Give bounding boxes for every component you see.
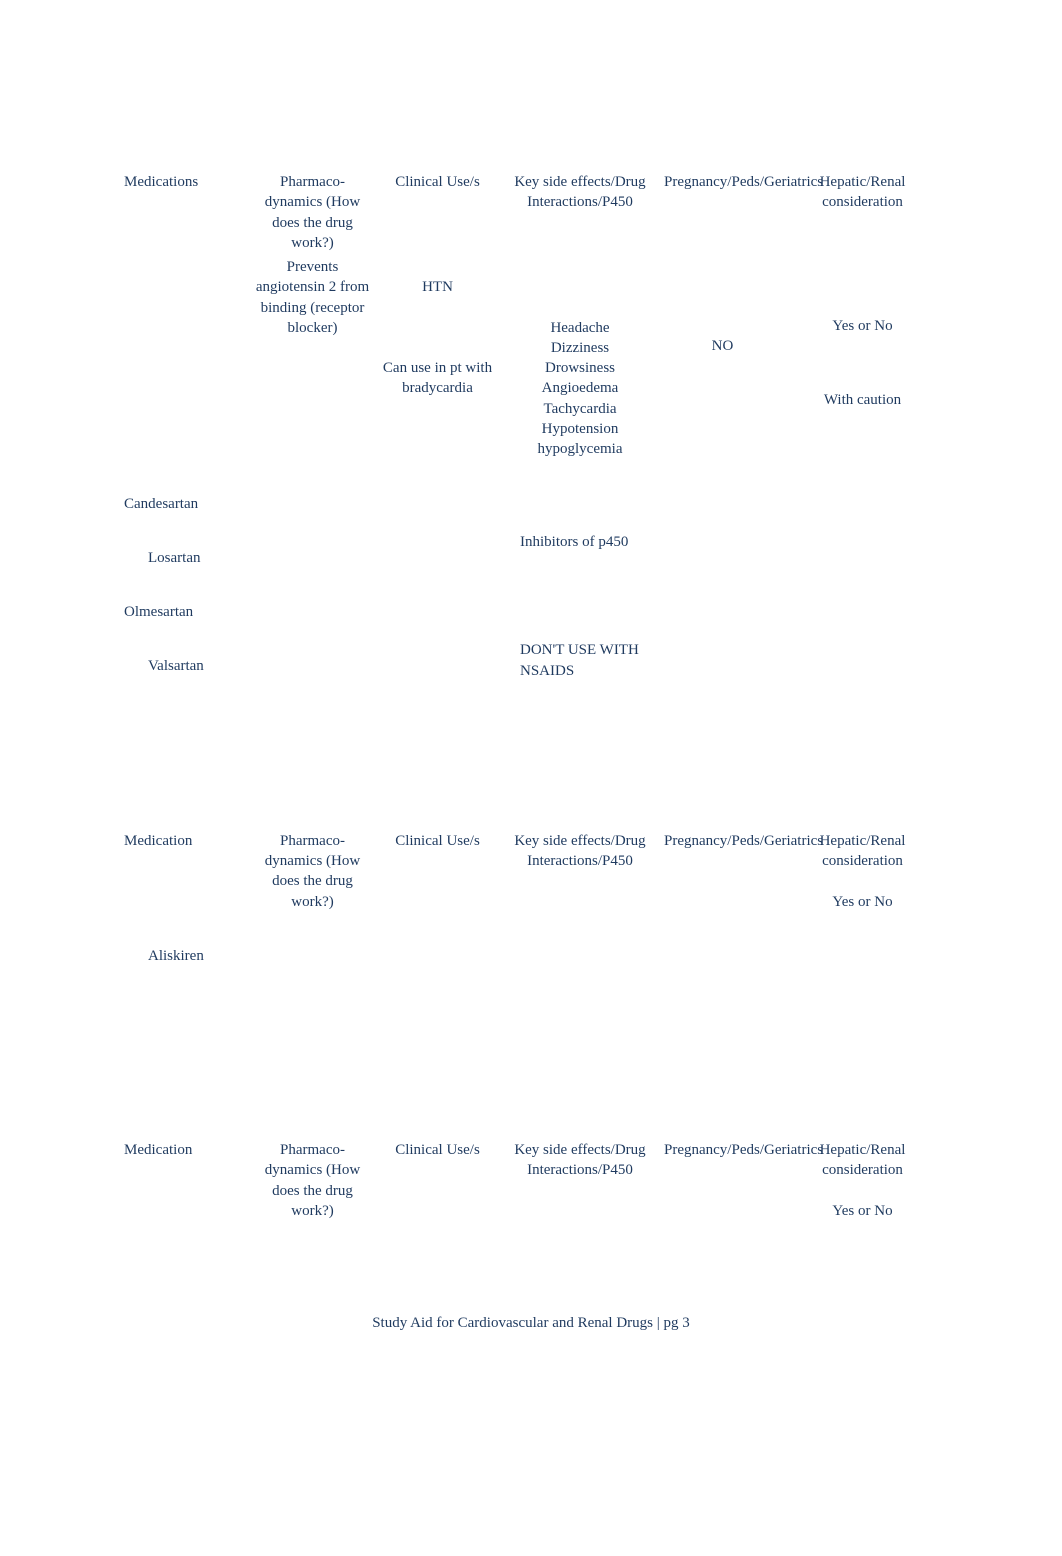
medication-olmesartan: Olmesartan [120,600,250,624]
medication-aliskiren: Aliskiren [120,944,250,968]
table-header-cell: Pregnancy/Peds/Geriatrics [660,829,785,914]
clinical-use-htn: HTN [379,277,496,297]
table-header-cell: Key side effects/Drug Interactions/P450 [500,1138,660,1223]
table-cell [250,492,375,516]
table-cell: Yes or No With caution [785,255,940,482]
table-cell: Headache Dizziness Drowsiness Angioedema… [500,255,660,482]
medication-losartan: Losartan [120,546,250,570]
table-header-cell: Medications [120,170,250,255]
table-cell [375,944,500,968]
table-header-cell: Hepatic/Renal consideration Yes or No [785,829,940,914]
hepatic-yes-no: Yes or No [789,316,936,336]
table-cell [500,600,660,624]
table-cell [785,546,940,570]
clinical-use-note: Can use in pt with bradycardia [379,358,496,399]
pregnancy-value: NO [664,336,781,356]
table-cell [785,944,940,968]
table-header-cell: Clinical Use/s [375,829,500,914]
table-header-cell: Clinical Use/s [375,170,500,255]
page-footer: Study Aid for Cardiovascular and Renal D… [120,1313,942,1333]
table-cell [785,492,940,516]
table-header-cell: Clinical Use/s [375,1138,500,1223]
table-cell [375,600,500,624]
valsartan-note: DON'T USE WITH NSAIDS [500,638,660,683]
table-header-cell: Key side effects/Drug Interactions/P450 [500,829,660,914]
table-cell [660,944,785,968]
table-cell [785,654,940,699]
hepatic-caution: With caution [789,390,936,410]
table-cell [250,546,375,570]
side-effects-list: Headache Dizziness Drowsiness Angioedema… [504,318,656,460]
table-header-cell: Pregnancy/Peds/Geriatrics [660,1138,785,1223]
table-header-cell: Medication [120,1138,250,1223]
medication-valsartan: Valsartan [120,654,250,699]
table-header-cell: Hepatic/Renal consideration [785,170,940,255]
table-header-cell: Pharmaco-dynamics (How does the drug wor… [250,170,375,255]
table-cell: HTN Can use in pt with bradycardia [375,255,500,482]
table-header-cell: Pharmaco-dynamics (How does the drug wor… [250,829,375,914]
table-header-cell: Medication [120,829,250,914]
table-cell [500,492,660,516]
table-cell [375,492,500,516]
table-cell [660,600,785,624]
table-cell [500,944,660,968]
table-header-cell: Pregnancy/Peds/Geriatrics [660,170,785,255]
table-header-cell: Pharmaco-dynamics (How does the drug wor… [250,1138,375,1223]
table-cell [785,600,940,624]
table-cell [660,546,785,570]
table-header-cell: Key side effects/Drug Interactions/P450 [500,170,660,255]
table-cell [250,944,375,968]
table-cell [660,654,785,699]
table-cell [375,546,500,570]
table-cell [660,492,785,516]
table-cell [375,654,500,699]
table-cell: Prevents angiotensin 2 from binding (rec… [250,255,375,482]
losartan-note: Inhibitors of p450 [500,530,660,554]
table-header-cell: Hepatic/Renal consideration Yes or No [785,1138,940,1223]
medication-candesartan: Candesartan [120,492,250,516]
table-cell: NO [660,255,785,482]
table-cell [120,255,250,482]
table-cell [250,600,375,624]
table-cell [250,654,375,699]
table-1: Medications Pharmaco-dynamics (How does … [120,170,942,1223]
page-container: Medications Pharmaco-dynamics (How does … [0,0,1062,1333]
